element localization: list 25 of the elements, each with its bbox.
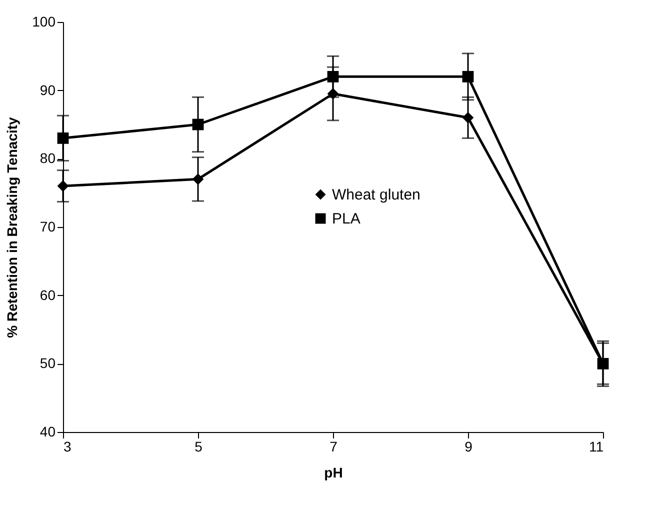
x-tick-label: 5 [194, 438, 203, 454]
point [327, 88, 339, 100]
x-tick-label: 7 [330, 438, 338, 454]
y-tick-label: 50 [40, 355, 56, 372]
x-tick-label: 11 [588, 438, 604, 454]
x-axis-title: pH [324, 464, 343, 480]
x-tick-label: 3 [64, 438, 72, 454]
point [462, 112, 474, 124]
point [597, 358, 609, 370]
y-tick-label: 40 [40, 424, 56, 440]
point [462, 70, 474, 82]
y-tick-label: 70 [40, 218, 56, 234]
point [192, 118, 204, 130]
legend-label: Wheat gluten [332, 186, 420, 204]
y-tick-label: 100 [32, 14, 56, 30]
point [192, 173, 204, 185]
point [327, 70, 339, 82]
y-tick-label: 80 [40, 150, 56, 166]
legend-label: PLA [332, 210, 360, 228]
x-tick-label: 9 [464, 438, 473, 454]
y-tick-label: 90 [40, 82, 56, 98]
point [57, 180, 69, 192]
point [57, 132, 69, 144]
y-tick-label: 60 [40, 286, 56, 303]
y-axis-title: % Retention in Breaking Tenacity [4, 116, 20, 338]
